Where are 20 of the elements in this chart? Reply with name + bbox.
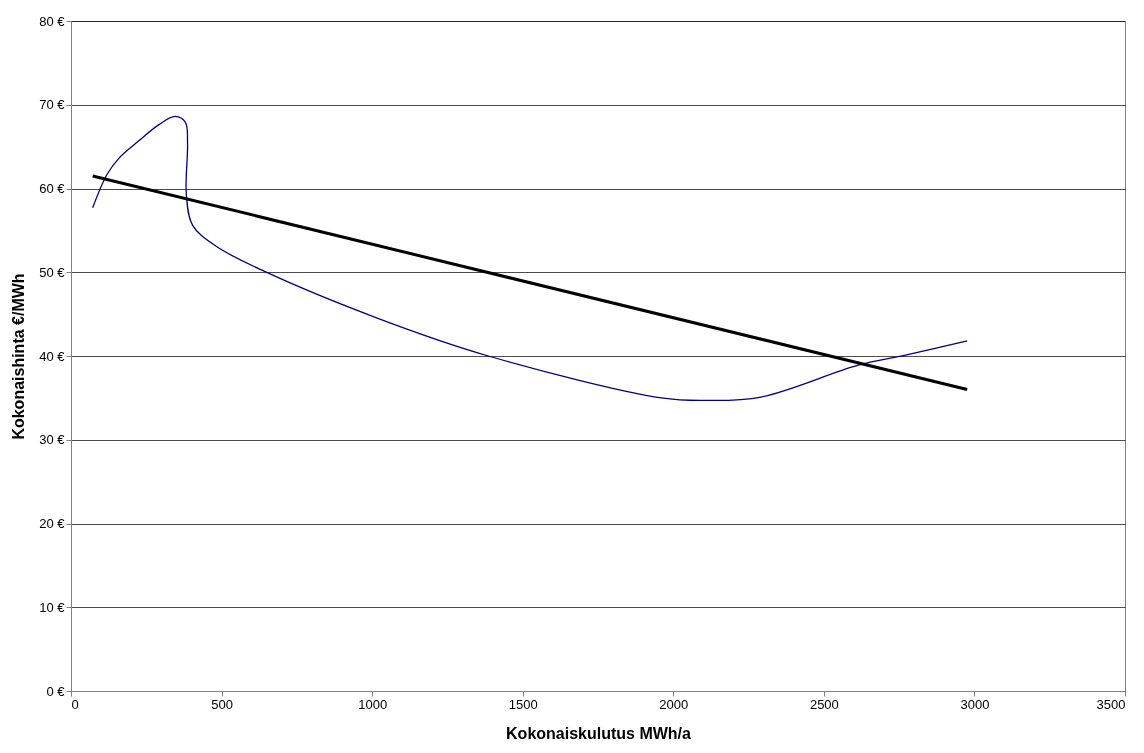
y-tick-label: 30 € [39,432,66,448]
y-tick-label: 70 € [39,97,66,113]
y-tick-label: 40 € [39,348,66,364]
y-tick-label: 60 € [39,181,66,196]
x-axis-title: Kokonaiskulutus MWh/a [506,724,692,742]
x-tick-label: 2000 [659,696,689,712]
x-tick-label: 1000 [358,696,388,712]
y-tick-label: 80 € [39,13,66,29]
line-series [92,115,968,402]
x-tick-label: 0 [71,696,79,712]
y-tick-label: 0 € [46,683,66,699]
x-tick-label: 1500 [508,696,538,712]
y-tick-label: 50 € [39,264,66,280]
x-tick-label: 2500 [809,696,839,712]
y-tick-label: 20 € [39,516,66,531]
y-tick-label: 10 € [39,599,66,615]
x-tick-label: 500 [211,696,233,712]
y-axis-title: Kokonaishinta €/MWh [10,273,28,440]
x-tick-label: 3000 [960,696,990,712]
x-tick-label: 3500 [1096,696,1126,712]
